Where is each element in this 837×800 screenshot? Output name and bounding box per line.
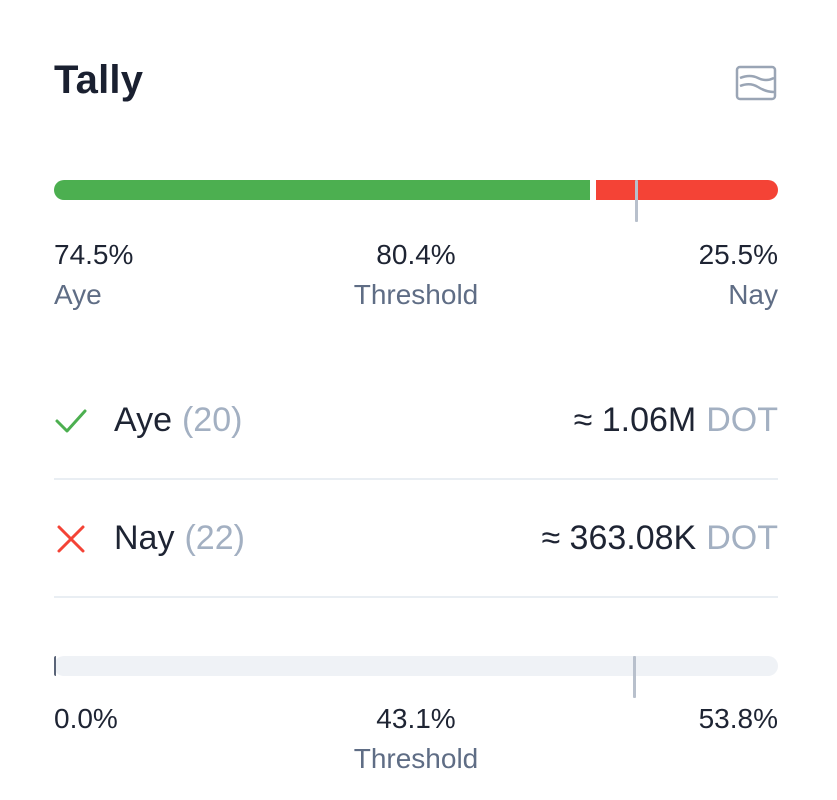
divider — [54, 478, 778, 480]
support-bar — [54, 656, 778, 698]
aye-bar-segment — [54, 180, 590, 200]
approval-threshold-marker — [634, 180, 638, 222]
aye-votes-name: Aye (20) — [114, 401, 242, 440]
approval-threshold-percent: 80.4% — [376, 239, 456, 270]
nay-bar-segment — [596, 180, 778, 200]
approval-threshold-label: Threshold — [353, 278, 479, 310]
nay-votes-unit: DOT — [706, 519, 778, 557]
support-threshold-percent: 43.1% — [376, 703, 456, 734]
aye-votes-label: Aye — [114, 401, 172, 439]
support-threshold-stat: 43.1% Threshold — [300, 702, 532, 775]
support-threshold-label: Threshold — [353, 742, 479, 774]
nay-votes-label: Nay — [114, 519, 175, 557]
support-threshold-marker — [632, 656, 636, 698]
support-current-stat: 0.0% — [54, 702, 118, 736]
nay-votes-count: (22) — [184, 519, 245, 557]
nay-label: Nay — [728, 278, 778, 310]
nay-percent: 25.5% — [698, 239, 778, 270]
chart-icon — [734, 64, 778, 104]
nay-stat: 25.5% Nay — [699, 238, 778, 311]
aye-votes-amount-group: ≈ 1.06M DOT — [574, 401, 778, 440]
nay-votes-amount-group: ≈ 363.08K DOT — [541, 519, 778, 558]
nay-votes-amount: ≈ 363.08K — [541, 519, 697, 557]
aye-stat: 74.5% Aye — [54, 238, 133, 311]
approval-bar — [54, 180, 778, 222]
approval-threshold-stat: 80.4% Threshold — [300, 238, 532, 311]
support-bar-fill — [54, 656, 56, 676]
support-max-stat: 53.8% — [699, 702, 778, 736]
chart-toggle-button[interactable] — [734, 64, 778, 104]
nay-votes-row[interactable]: Nay (22) ≈ 363.08K DOT — [54, 508, 778, 568]
cross-icon — [54, 522, 88, 556]
aye-votes-amount: ≈ 1.06M — [573, 401, 697, 439]
aye-label: Aye — [54, 278, 102, 310]
checkmark-icon — [54, 404, 88, 438]
panel-title: Tally — [54, 58, 144, 102]
aye-votes-unit: DOT — [706, 401, 778, 439]
support-max-percent: 53.8% — [698, 703, 778, 734]
aye-votes-row[interactable]: Aye (20) ≈ 1.06M DOT — [54, 390, 778, 450]
nay-votes-name: Nay (22) — [114, 519, 245, 558]
aye-percent: 74.5% — [54, 239, 134, 270]
support-current-percent: 0.0% — [54, 703, 118, 734]
divider — [54, 596, 778, 598]
aye-votes-count: (20) — [181, 401, 243, 439]
